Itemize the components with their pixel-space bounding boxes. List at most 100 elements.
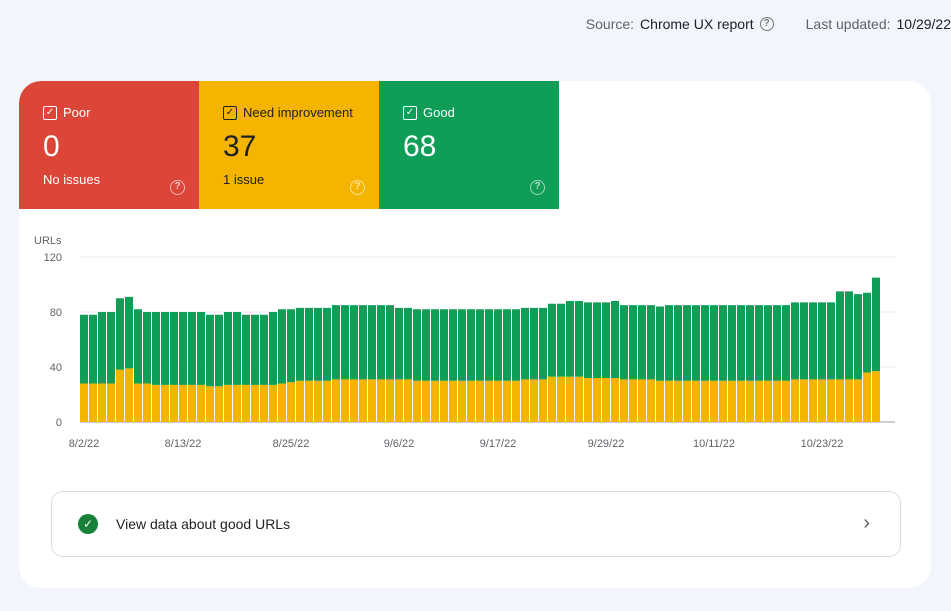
report-meta: Source: Chrome UX report ? Last updated:… xyxy=(586,16,951,32)
bar-need-improvement xyxy=(764,380,772,422)
checkbox-icon[interactable]: ✓ xyxy=(403,105,417,120)
bar-good xyxy=(737,305,745,381)
bar-need-improvement xyxy=(350,379,358,422)
help-icon[interactable]: ? xyxy=(759,17,774,31)
bar-good xyxy=(296,307,304,381)
bar-need-improvement xyxy=(656,380,664,422)
bar-good xyxy=(836,291,844,380)
x-tick-label: 8/13/22 xyxy=(165,438,202,450)
bar-good xyxy=(809,302,817,380)
bar-need-improvement xyxy=(602,378,610,422)
bar-good xyxy=(746,305,754,381)
tile-label: Poor xyxy=(63,105,91,120)
updated-label: Last updated: xyxy=(805,16,891,32)
tile-value: 37 xyxy=(223,130,257,163)
bar-good xyxy=(215,314,223,387)
bar-good xyxy=(656,306,664,381)
bar-good xyxy=(242,314,250,385)
bar-good xyxy=(350,305,358,380)
bar-need-improvement xyxy=(197,384,205,422)
bar-good xyxy=(683,305,691,381)
bar-need-improvement xyxy=(188,384,196,422)
checkbox-icon[interactable]: ✓ xyxy=(223,105,237,120)
bar-need-improvement xyxy=(449,380,457,422)
bar-need-improvement xyxy=(710,380,718,422)
view-good-urls-button[interactable]: ✓ View data about good URLs › xyxy=(51,491,901,557)
bar-need-improvement xyxy=(512,380,520,422)
urls-chart: URLs 0 40 80 120 8/2/22 8/13/22 8/25/22 9/6/22 9/… xyxy=(34,235,895,450)
bar-need-improvement xyxy=(791,379,799,422)
source-label: Source: xyxy=(585,16,635,32)
bar-good xyxy=(323,307,331,381)
checkbox-icon[interactable]: ✓ xyxy=(43,105,57,120)
bar-need-improvement xyxy=(413,380,421,422)
bar-need-improvement xyxy=(287,382,295,422)
bar-good xyxy=(782,305,790,381)
bar-need-improvement xyxy=(701,380,709,422)
help-icon[interactable]: ? xyxy=(350,180,365,195)
bar-good xyxy=(818,302,826,380)
bar-need-improvement xyxy=(98,383,106,422)
bar-good xyxy=(566,301,574,377)
bar-good xyxy=(422,309,430,381)
bar-need-improvement xyxy=(143,383,151,422)
bar-need-improvement xyxy=(323,380,331,422)
bar-good xyxy=(305,307,313,381)
bar-need-improvement xyxy=(431,380,439,422)
bar-need-improvement xyxy=(548,376,556,422)
bar-need-improvement xyxy=(683,380,691,422)
bar-need-improvement xyxy=(773,380,781,422)
bar-good xyxy=(341,305,349,380)
bar-need-improvement xyxy=(503,380,511,422)
help-icon[interactable]: ? xyxy=(170,180,185,195)
bar-need-improvement xyxy=(737,380,745,422)
bar-need-improvement xyxy=(152,384,160,422)
bar-good xyxy=(152,312,160,385)
bar-need-improvement xyxy=(467,380,475,422)
bar-need-improvement xyxy=(233,384,241,422)
bar-need-improvement xyxy=(872,371,880,422)
help-icon[interactable]: ? xyxy=(530,180,545,195)
x-tick-label: 10/23/22 xyxy=(801,438,844,450)
bar-need-improvement xyxy=(809,379,817,422)
tile-need-improvement[interactable]: ✓ Need improvement 37 1 issue ? xyxy=(199,81,379,209)
bar-good xyxy=(359,305,367,380)
bar-good xyxy=(827,302,835,380)
bar-need-improvement xyxy=(440,380,448,422)
bar-good xyxy=(224,312,232,385)
report-card: ✓ Poor 0 No issues ? ✓ Need improvement 37… xyxy=(19,81,931,588)
bar-good xyxy=(701,305,709,381)
bar-need-improvement xyxy=(521,379,529,422)
bar-good xyxy=(332,305,340,380)
bar-good xyxy=(476,309,484,381)
chevron-right-icon: › xyxy=(863,512,870,534)
x-tick-label: 8/2/22 xyxy=(69,438,100,450)
tile-good[interactable]: ✓ Good 68 ? xyxy=(379,81,559,209)
bar-need-improvement xyxy=(332,379,340,422)
bar-need-improvement xyxy=(566,376,574,422)
tile-poor[interactable]: ✓ Poor 0 No issues ? xyxy=(19,81,199,209)
bar-good xyxy=(863,292,871,373)
bar-need-improvement xyxy=(314,380,322,422)
bar-need-improvement xyxy=(782,380,790,422)
bar-good xyxy=(485,309,493,381)
bar-good xyxy=(575,301,583,377)
bar-need-improvement xyxy=(575,376,583,422)
bar-good xyxy=(647,305,655,380)
y-tick-label: 80 xyxy=(50,307,62,319)
bar-good xyxy=(377,305,385,380)
bar-good xyxy=(197,312,205,385)
bar-good xyxy=(233,312,241,385)
bar-need-improvement xyxy=(296,380,304,422)
bar-good xyxy=(845,291,853,380)
bar-need-improvement xyxy=(863,372,871,422)
bar-need-improvement xyxy=(611,378,619,422)
bar-need-improvement xyxy=(341,379,349,422)
bar-good xyxy=(143,312,151,384)
tile-value: 68 xyxy=(403,130,437,163)
bar-need-improvement xyxy=(386,379,394,422)
bar-good xyxy=(134,309,142,384)
bar-need-improvement xyxy=(728,380,736,422)
bar-need-improvement xyxy=(836,379,844,422)
bar-good xyxy=(395,307,403,380)
